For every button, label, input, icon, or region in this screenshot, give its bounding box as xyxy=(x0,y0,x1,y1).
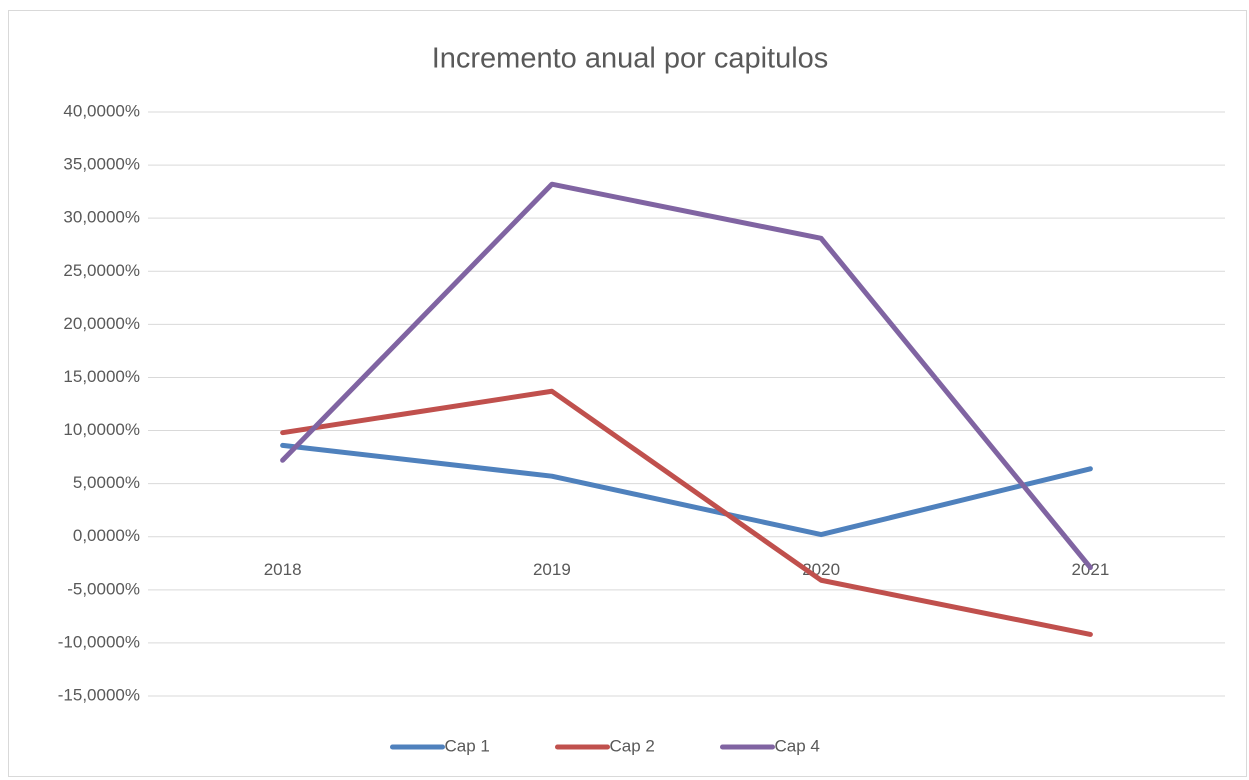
y-tick-label: 40,0000% xyxy=(63,101,140,120)
y-tick-label: -5,0000% xyxy=(67,579,140,598)
legend-label: Cap 1 xyxy=(445,736,490,755)
y-tick-label: 25,0000% xyxy=(63,261,140,280)
y-tick-label: 5,0000% xyxy=(73,473,140,492)
chart-title: Incremento anual por capitulos xyxy=(432,43,829,75)
y-tick-label: -15,0000% xyxy=(58,685,140,704)
y-tick-label: 0,0000% xyxy=(73,526,140,545)
legend-label: Cap 2 xyxy=(610,736,655,755)
series-line xyxy=(280,181,1093,571)
y-tick-label: 10,0000% xyxy=(63,420,140,439)
x-tick-label: 2018 xyxy=(264,560,302,579)
chart-frame xyxy=(8,10,1247,777)
y-tick-label: 15,0000% xyxy=(63,367,140,386)
y-tick-label: -10,0000% xyxy=(58,632,140,651)
series-line xyxy=(280,442,1093,538)
series-line xyxy=(280,388,1093,637)
y-tick-label: 20,0000% xyxy=(63,314,140,333)
y-tick-label: 35,0000% xyxy=(63,155,140,174)
x-tick-label: 2019 xyxy=(533,560,571,579)
legend-label: Cap 4 xyxy=(775,736,820,755)
y-tick-label: 30,0000% xyxy=(63,208,140,227)
